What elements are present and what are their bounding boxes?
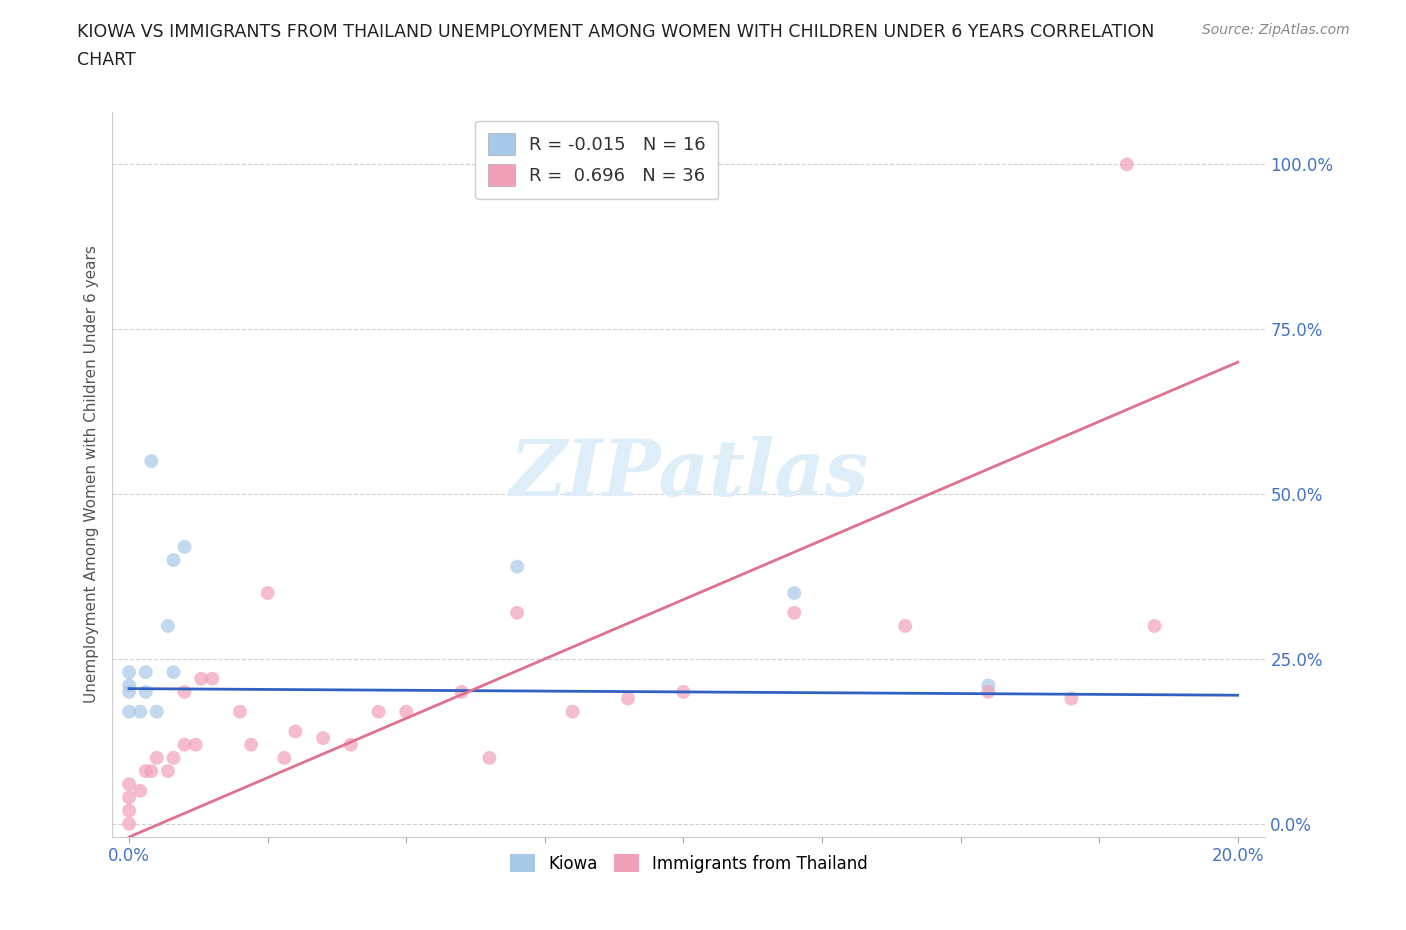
Point (129, 783, 152, 798)
Point (135, 764, 157, 778)
Point (156, 618, 179, 633)
Point (135, 665, 157, 680)
Point (506, 559, 529, 574)
Point (118, 817, 141, 831)
Point (118, 665, 141, 680)
Point (478, 751, 501, 765)
Point (129, 704, 152, 719)
Point (395, 704, 418, 719)
Point (256, 586, 278, 601)
Text: ZIPatlas: ZIPatlas (509, 436, 869, 512)
Point (190, 671, 212, 686)
Point (146, 751, 169, 765)
Point (118, 704, 141, 719)
Point (1060, 691, 1083, 706)
Point (783, 586, 806, 601)
Point (184, 737, 207, 752)
Point (894, 618, 917, 633)
Point (201, 671, 224, 686)
Point (173, 684, 195, 699)
Point (173, 539, 195, 554)
Text: KIOWA VS IMMIGRANTS FROM THAILAND UNEMPLOYMENT AMONG WOMEN WITH CHILDREN UNDER 6: KIOWA VS IMMIGRANTS FROM THAILAND UNEMPL… (77, 23, 1154, 41)
Point (783, 605, 806, 620)
Point (156, 764, 179, 778)
Point (561, 704, 583, 719)
Point (312, 731, 335, 746)
Point (146, 704, 169, 719)
Point (1115, 157, 1137, 172)
Point (173, 737, 195, 752)
Point (340, 737, 363, 752)
Text: Source: ZipAtlas.com: Source: ZipAtlas.com (1202, 23, 1350, 37)
Point (229, 704, 252, 719)
Point (118, 684, 141, 699)
Point (118, 804, 141, 818)
Point (118, 678, 141, 693)
Point (162, 751, 184, 765)
Point (367, 704, 389, 719)
Point (672, 684, 695, 699)
Point (141, 764, 163, 778)
Point (450, 684, 472, 699)
Point (118, 790, 141, 804)
Point (506, 605, 529, 620)
Point (141, 454, 163, 469)
Point (977, 678, 1000, 693)
Point (118, 777, 141, 791)
Point (617, 691, 640, 706)
Legend: Kiowa, Immigrants from Thailand: Kiowa, Immigrants from Thailand (503, 847, 875, 880)
Point (977, 684, 1000, 699)
Point (162, 665, 184, 680)
Point (1143, 618, 1166, 633)
Text: CHART: CHART (77, 51, 136, 69)
Point (273, 751, 295, 765)
Y-axis label: Unemployment Among Women with Children Under 6 years: Unemployment Among Women with Children U… (83, 246, 98, 703)
Point (135, 684, 157, 699)
Point (284, 724, 307, 739)
Point (240, 737, 263, 752)
Point (162, 552, 184, 567)
